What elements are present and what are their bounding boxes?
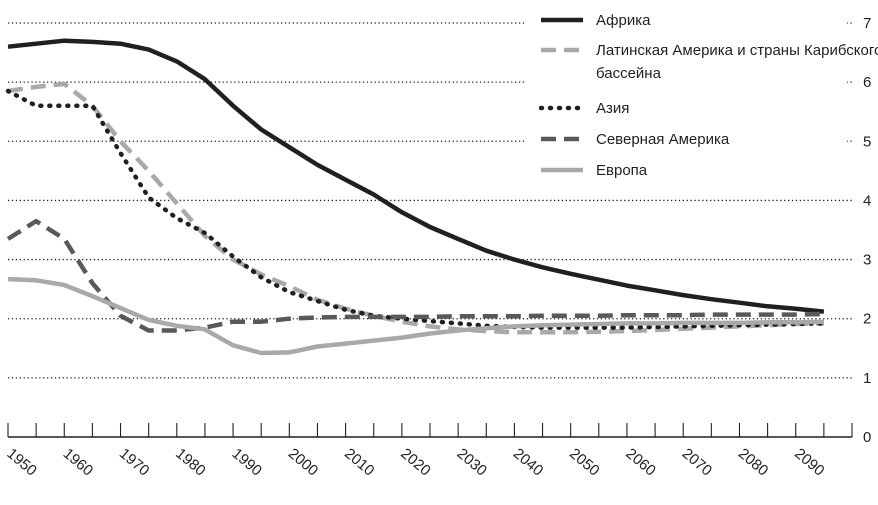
- x-axis: 1950 1960 1970 1980 1990 2000 2010 2020 2030 2040…: [3, 423, 853, 480]
- x-tick-label: 1950: [3, 445, 39, 479]
- y-tick-label: 7: [863, 15, 871, 32]
- series-line-0: [7, 38, 825, 314]
- y-tick-label: 1: [863, 370, 871, 387]
- x-tick-label: 2070: [679, 445, 715, 479]
- x-tick-label: 2050: [566, 445, 602, 479]
- legend-background: [525, 4, 847, 194]
- legend: Африка Латинская Америка и страны Карибск…: [538, 12, 878, 179]
- legend-item: Северная Америка: [541, 131, 730, 148]
- x-tick-label: 2000: [285, 445, 321, 479]
- legend-item: Африка: [541, 12, 651, 29]
- x-tick-label: 1990: [228, 445, 264, 479]
- x-tick-label: 1960: [60, 445, 96, 479]
- series-line-3: [6, 218, 824, 333]
- y-tick-label: 3: [863, 252, 871, 269]
- y-tick-label: 6: [863, 74, 871, 91]
- x-tick-label: 2010: [341, 445, 377, 479]
- legend-label: Африка: [596, 12, 651, 29]
- y-tick-label: 0: [863, 429, 871, 446]
- legend-item: Азия: [538, 100, 629, 117]
- x-tick-label: 2060: [622, 445, 658, 479]
- x-tick-label: 1980: [172, 445, 208, 479]
- x-tick-label: 2040: [510, 445, 546, 479]
- x-tick-label: 1970: [116, 445, 152, 479]
- legend-label: Европа: [596, 162, 648, 179]
- x-tick-label: 2020: [397, 445, 433, 479]
- legend-label: Латинская Америка и страны Карибского бас…: [596, 42, 878, 82]
- series-lines: [5, 38, 827, 356]
- y-tick-label: 4: [863, 192, 871, 209]
- series-line-2: [5, 88, 827, 330]
- y-tick-label: 5: [863, 133, 871, 150]
- x-tick-label: 2090: [791, 445, 827, 479]
- series-line-1: [7, 81, 824, 335]
- legend-label: Азия: [596, 100, 629, 117]
- y-tick-label: 2: [863, 311, 871, 328]
- y-axis: 0 1 2 3 4 5 6 7: [863, 15, 871, 446]
- legend-item: Латинская Америка и страны Карибского бас…: [541, 42, 878, 82]
- x-tick-label: 2080: [735, 445, 771, 479]
- x-tick-label: 2030: [454, 445, 490, 479]
- series-line-4: [7, 276, 824, 356]
- legend-label: Северная Америка: [596, 131, 730, 148]
- legend-item: Европа: [541, 162, 648, 179]
